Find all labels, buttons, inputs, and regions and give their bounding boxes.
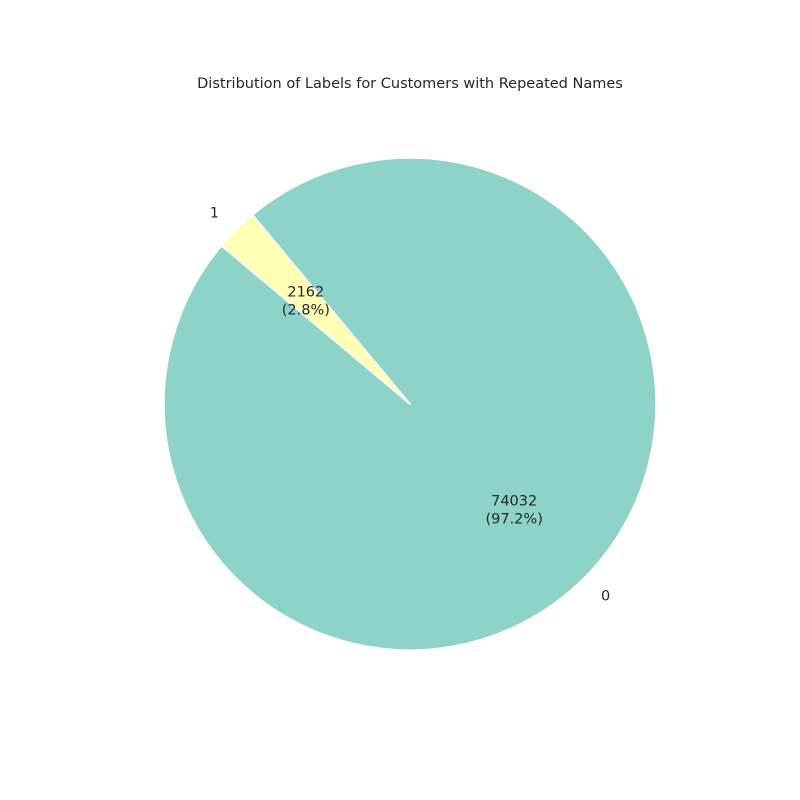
value-label-1: 2162: [287, 284, 324, 300]
pie-slices: [163, 157, 657, 651]
chart-title: Distribution of Labels for Customers wit…: [197, 76, 623, 92]
percent-label-0: (97.2%): [485, 512, 542, 528]
pie-labels: 0 74032 (97.2%) 1 2162 (2.8%): [210, 205, 610, 604]
pie-slice-1: [220, 214, 411, 405]
value-label-0: 74032: [491, 494, 537, 510]
category-label-0: 0: [601, 589, 610, 605]
category-label-1: 1: [210, 205, 219, 221]
percent-label-1: (2.8%): [282, 302, 330, 318]
